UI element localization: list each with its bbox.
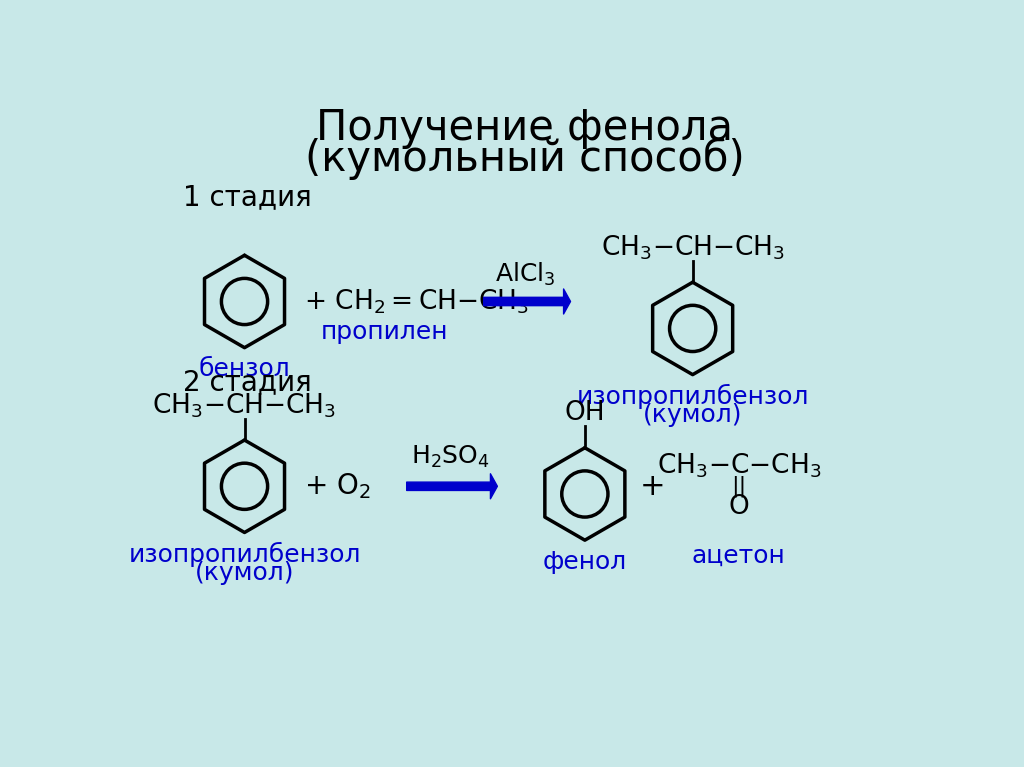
Text: (кумол): (кумол) — [195, 561, 294, 584]
Text: 1 стадия: 1 стадия — [183, 183, 311, 212]
Text: $\mathrm{AlCl_3}$: $\mathrm{AlCl_3}$ — [495, 261, 555, 288]
Text: (кумольный способ): (кумольный способ) — [305, 138, 744, 180]
Text: (кумол): (кумол) — [643, 403, 742, 426]
Text: $+\ \mathrm{CH_2{=}CH{-}CH_3}$: $+\ \mathrm{CH_2{=}CH{-}CH_3}$ — [304, 287, 529, 316]
Text: ацетон: ацетон — [692, 544, 785, 568]
Text: ||: || — [731, 476, 746, 497]
Text: 2 стадия: 2 стадия — [183, 368, 311, 397]
Text: OH: OH — [564, 400, 605, 426]
Text: $\mathrm{CH_3{-}CH{-}CH_3}$: $\mathrm{CH_3{-}CH{-}CH_3}$ — [153, 391, 337, 420]
Text: $\mathrm{CH_3{-}CH{-}CH_3}$: $\mathrm{CH_3{-}CH{-}CH_3}$ — [600, 233, 784, 262]
Text: $\mathrm{CH_3{-}C{-}CH_3}$: $\mathrm{CH_3{-}C{-}CH_3}$ — [656, 451, 821, 479]
Text: фенол: фенол — [543, 550, 627, 574]
Text: $+\ \mathrm{O_2}$: $+\ \mathrm{O_2}$ — [304, 472, 371, 501]
Text: бензол: бензол — [199, 357, 291, 381]
Text: O: O — [728, 494, 750, 520]
Text: Получение фенола: Получение фенола — [316, 107, 733, 150]
Text: изопропилбензол: изопропилбензол — [577, 384, 809, 409]
Text: изопропилбензол: изопропилбензол — [128, 542, 360, 567]
Text: +: + — [640, 472, 666, 501]
Text: $\mathrm{H_2SO_4}$: $\mathrm{H_2SO_4}$ — [411, 444, 489, 470]
Text: пропилен: пропилен — [321, 321, 449, 344]
